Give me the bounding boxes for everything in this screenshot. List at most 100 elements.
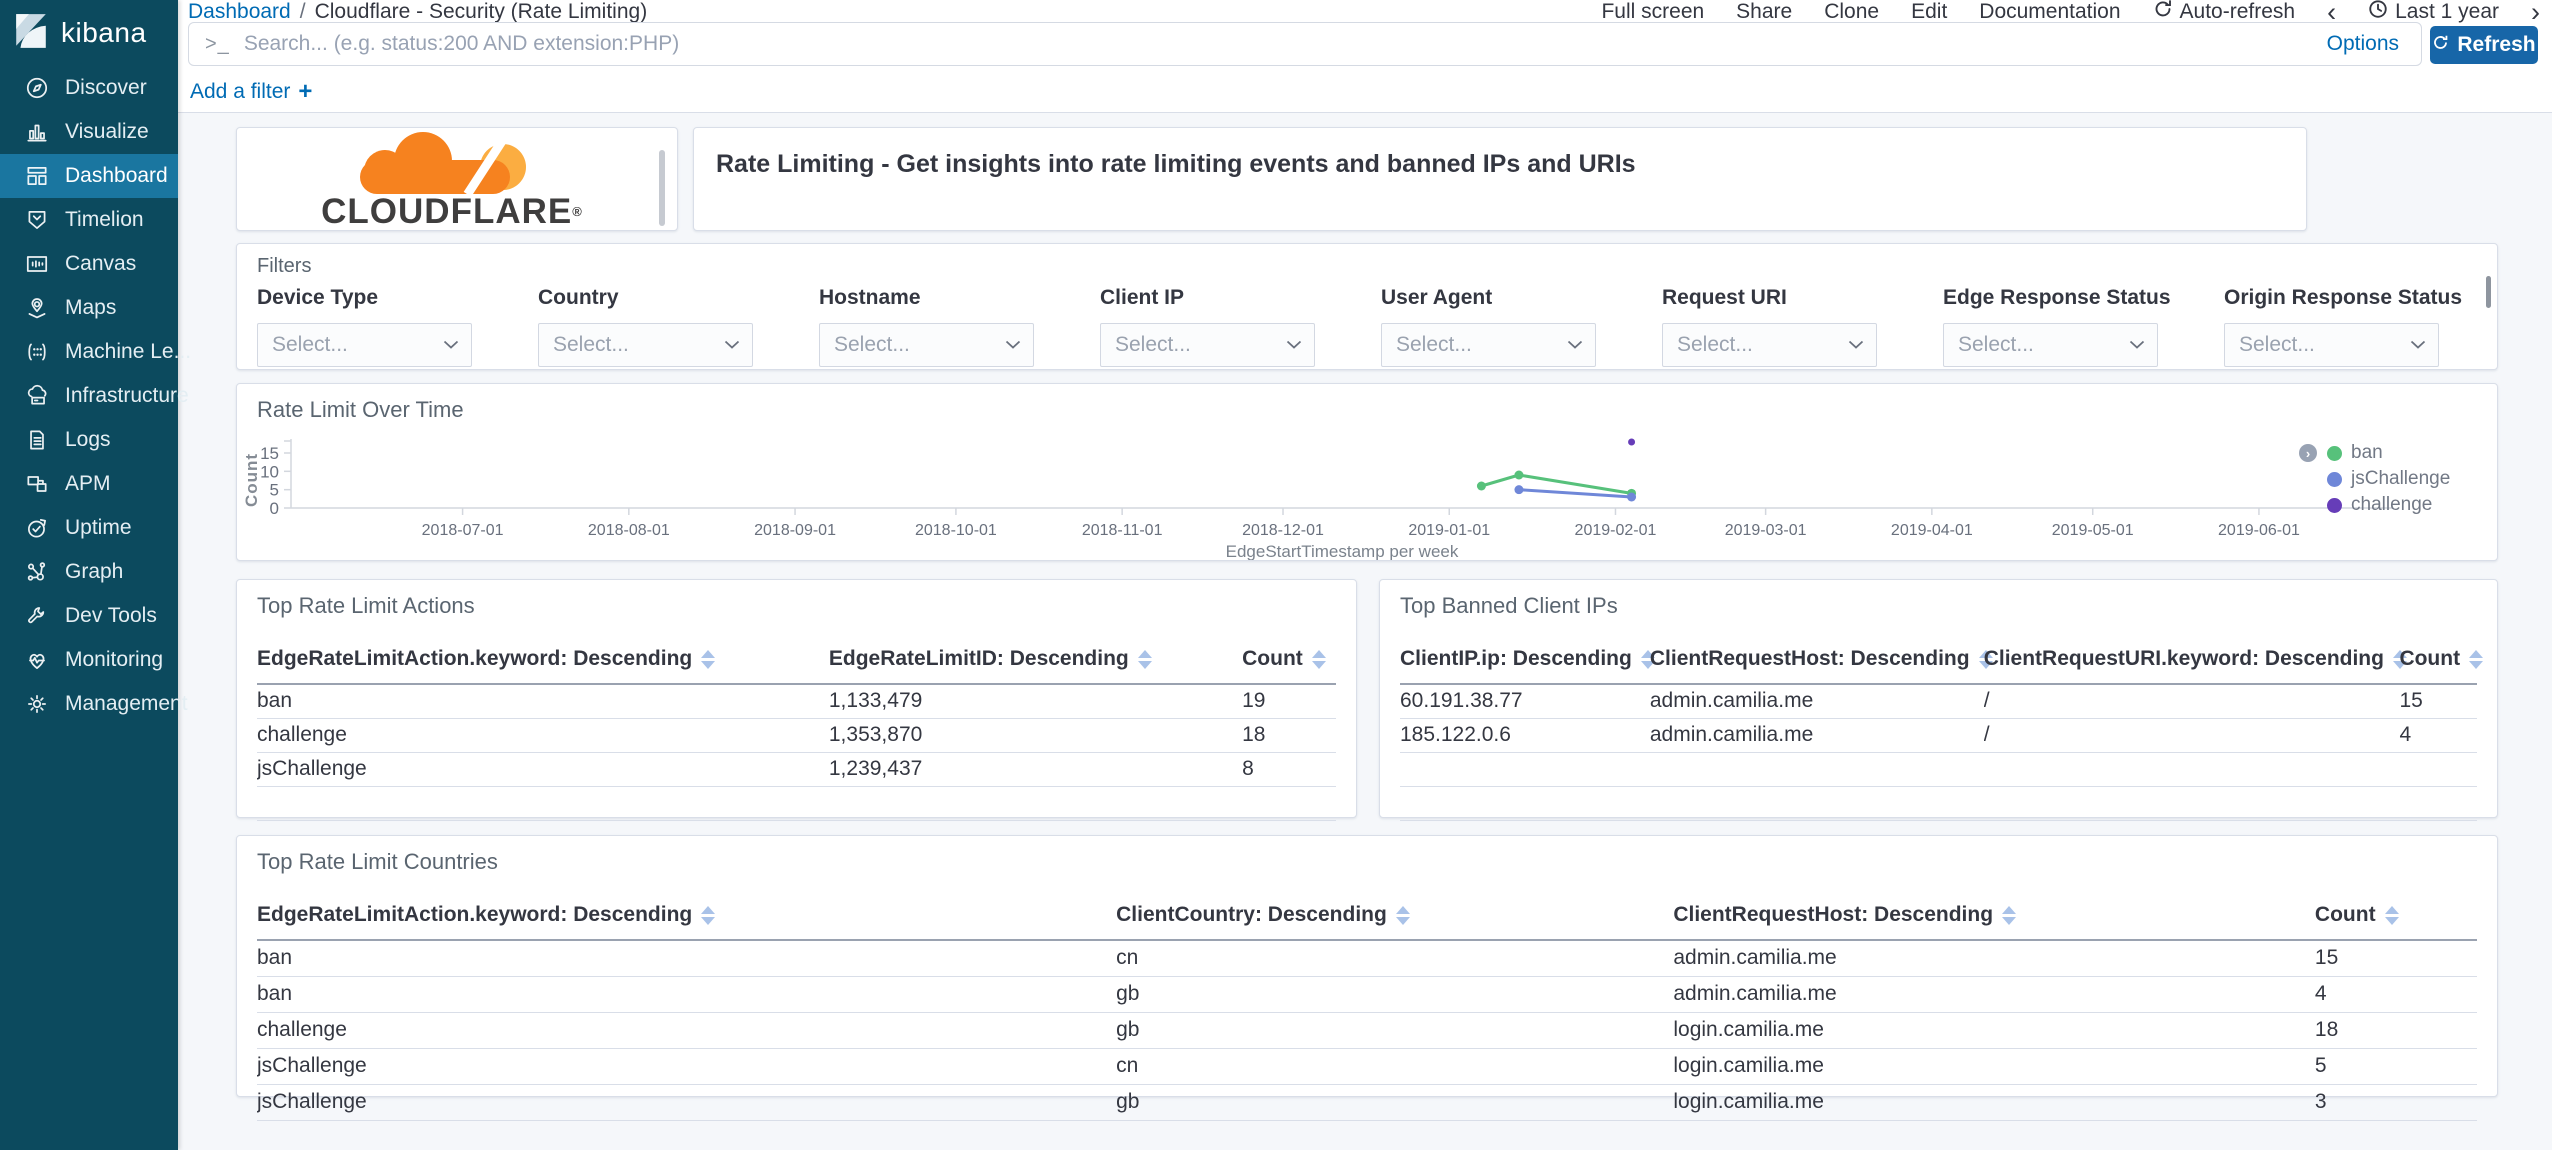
empty-cell: [828, 786, 1243, 821]
table-cell: login.camilia.me: [1673, 1084, 2315, 1121]
table-cell: admin.camilia.me: [1673, 940, 2315, 977]
search-placeholder: Search... (e.g. status:200 AND extension…: [243, 32, 680, 55]
legend-item-jschallenge[interactable]: jsChallenge: [2327, 466, 2450, 492]
filter-select-user-agent[interactable]: Select...: [1381, 323, 1596, 367]
menu-edit[interactable]: Edit: [1911, 0, 1947, 24]
filter-select-hostname[interactable]: Select...: [819, 323, 1034, 367]
table-row[interactable]: challenge 1,353,870 18: [257, 718, 1336, 753]
add-filter-button[interactable]: Add a filter +: [190, 80, 312, 104]
svg-text:15: 15: [260, 444, 279, 463]
time-range-previous-button[interactable]: ‹: [2327, 0, 2337, 27]
sidebar-item-infrastructure[interactable]: Infrastructure: [0, 374, 189, 418]
sidebar-item-visualize[interactable]: Visualize: [0, 110, 178, 154]
column-header-edgeratelimitid-descending[interactable]: EdgeRateLimitID: Descending: [828, 639, 1243, 685]
sidebar: kibana Discover Visualize Dashboard Timelio…: [0, 0, 191, 1150]
table-cell: 185.122.0.6: [1400, 718, 1650, 753]
column-header-label: ClientIP.ip: Descending: [1400, 647, 1632, 670]
sort-icon: [701, 649, 716, 669]
svg-text:2018-08-01: 2018-08-01: [588, 522, 670, 539]
filter-select-origin-response-status[interactable]: Select...: [2224, 323, 2439, 367]
table-cell: ban: [257, 976, 1117, 1013]
legend-item-challenge[interactable]: challenge: [2327, 492, 2450, 518]
table-row[interactable]: jsChallenge cn login.camilia.me 5: [257, 1048, 2477, 1085]
filters-panel-title: Filters: [257, 255, 312, 277]
top-rate-limit-actions-panel: Top Rate Limit Actions EdgeRateLimitActi…: [236, 579, 1357, 821]
table-cell: 1,353,870: [828, 718, 1243, 753]
filter-field-edge-response-status: Edge Response Status Select...: [1943, 286, 2224, 367]
search-input[interactable]: >_ Search... (e.g. status:200 AND extens…: [188, 22, 2422, 66]
dashboard-menu: Full screen Share Clone Edit Documentation Au…: [1601, 0, 2540, 25]
filter-select-request-uri[interactable]: Select...: [1662, 323, 1877, 367]
sidebar-item-management[interactable]: Management: [0, 682, 188, 726]
filter-select-device-type[interactable]: Select...: [257, 323, 472, 367]
filter-field-request-uri: Request URI Select...: [1662, 286, 1943, 367]
filter-select-edge-response-status[interactable]: Select...: [1943, 323, 2158, 367]
menu-share[interactable]: Share: [1736, 0, 1792, 24]
svg-text:EdgeStartTimestamp per week: EdgeStartTimestamp per week: [1226, 542, 1459, 560]
column-header-clientip-ip-descending[interactable]: ClientIP.ip: Descending: [1400, 639, 1655, 685]
sidebar-item-label: Dashboard: [65, 164, 168, 187]
table-row[interactable]: ban gb admin.camilia.me 4: [257, 976, 2477, 1013]
filter-field-device-type: Device Type Select...: [257, 286, 538, 367]
sidebar-item-monitoring[interactable]: Monitoring: [0, 638, 178, 682]
dashboard-description: Rate Limiting - Get insights into rate l…: [716, 150, 1636, 178]
sidebar-item-machine-le[interactable]: Machine Le...: [0, 330, 191, 374]
filter-field-origin-response-status: Origin Response Status Select...: [2224, 286, 2505, 367]
table-cell: 15: [2314, 940, 2477, 977]
sidebar-item-discover[interactable]: Discover: [0, 66, 178, 110]
table-row[interactable]: challenge gb login.camilia.me 18: [257, 1012, 2477, 1049]
legend-toggle-icon[interactable]: ›: [2299, 444, 2317, 462]
sidebar-item-apm[interactable]: APM: [0, 462, 178, 506]
breadcrumb-dashboard-link[interactable]: Dashboard: [188, 0, 291, 23]
column-header-clientrequesthost-descending[interactable]: ClientRequestHost: Descending: [1673, 895, 2315, 941]
scrollbar[interactable]: [659, 150, 665, 226]
sidebar-item-dev-tools[interactable]: Dev Tools: [0, 594, 178, 638]
column-header-edgeratelimitaction-keyword-descending[interactable]: EdgeRateLimitAction.keyword: Descending: [257, 639, 829, 685]
sidebar-item-label: Uptime: [65, 516, 132, 539]
kibana-brand[interactable]: kibana: [0, 0, 178, 66]
time-range-next-button[interactable]: ›: [2531, 0, 2540, 27]
filter-select-country[interactable]: Select...: [538, 323, 753, 367]
table-row[interactable]: 60.191.38.77 admin.camilia.me/15: [1400, 684, 2477, 719]
empty-table-row: [1400, 752, 2477, 787]
sidebar-item-canvas[interactable]: Canvas: [0, 242, 178, 286]
column-header-count[interactable]: Count: [2314, 895, 2477, 941]
column-header-clientcountry-descending[interactable]: ClientCountry: Descending: [1116, 895, 1674, 941]
sidebar-item-logs[interactable]: Logs: [0, 418, 178, 462]
column-header-count[interactable]: Count: [2399, 639, 2484, 685]
svg-text:0: 0: [270, 499, 279, 518]
menu-full-screen[interactable]: Full screen: [1601, 0, 1704, 24]
column-header-clientrequesthost-descending[interactable]: ClientRequestHost: Descending: [1649, 639, 1993, 685]
menu-full-screen-label: Full screen: [1601, 0, 1705, 23]
refresh-button[interactable]: Refresh: [2430, 26, 2538, 64]
sidebar-item-maps[interactable]: Maps: [0, 286, 178, 330]
sidebar-item-dashboard[interactable]: Dashboard: [0, 154, 178, 198]
column-header-label: Count: [2314, 903, 2376, 926]
filter-select-client-ip[interactable]: Select...: [1100, 323, 1315, 367]
sidebar-item-timelion[interactable]: Timelion: [0, 198, 178, 242]
menu-clone[interactable]: Clone: [1824, 0, 1879, 24]
empty-cell: [257, 786, 829, 821]
sidebar-item-label: Discover: [65, 76, 147, 99]
scrollbar[interactable]: [2486, 276, 2491, 308]
auto-refresh[interactable]: Auto-refresh: [2153, 0, 2295, 25]
time-range-picker[interactable]: Last 1 year: [2368, 0, 2499, 25]
legend-item-ban[interactable]: › ban: [2299, 440, 2450, 466]
column-header-edgeratelimitaction-keyword-descending[interactable]: EdgeRateLimitAction.keyword: Descending: [257, 895, 1117, 941]
query-prompt-icon: >_: [205, 32, 230, 55]
column-header-clientrequesturi-keyword-descending[interactable]: ClientRequestURI.keyword: Descending: [1983, 639, 2407, 685]
sidebar-item-graph[interactable]: Graph: [0, 550, 178, 594]
empty-cell: [1649, 786, 1984, 821]
options-link[interactable]: Options: [2326, 32, 2399, 55]
kibana-brand-label: kibana: [61, 17, 147, 48]
legend-label: challenge: [2351, 494, 2433, 515]
table-row[interactable]: jsChallenge 1,239,437 8: [257, 752, 1336, 787]
menu-documentation[interactable]: Documentation: [1979, 0, 2120, 24]
table-row[interactable]: jsChallenge gb login.camilia.me 3: [257, 1084, 2477, 1121]
table-row[interactable]: ban 1,133,479 19: [257, 684, 1336, 719]
sidebar-item-uptime[interactable]: Uptime: [0, 506, 178, 550]
column-header-count[interactable]: Count: [1242, 639, 1336, 685]
table-row[interactable]: ban cn admin.camilia.me 15: [257, 940, 2477, 977]
table-row[interactable]: 185.122.0.6 admin.camilia.me/4: [1400, 718, 2477, 753]
